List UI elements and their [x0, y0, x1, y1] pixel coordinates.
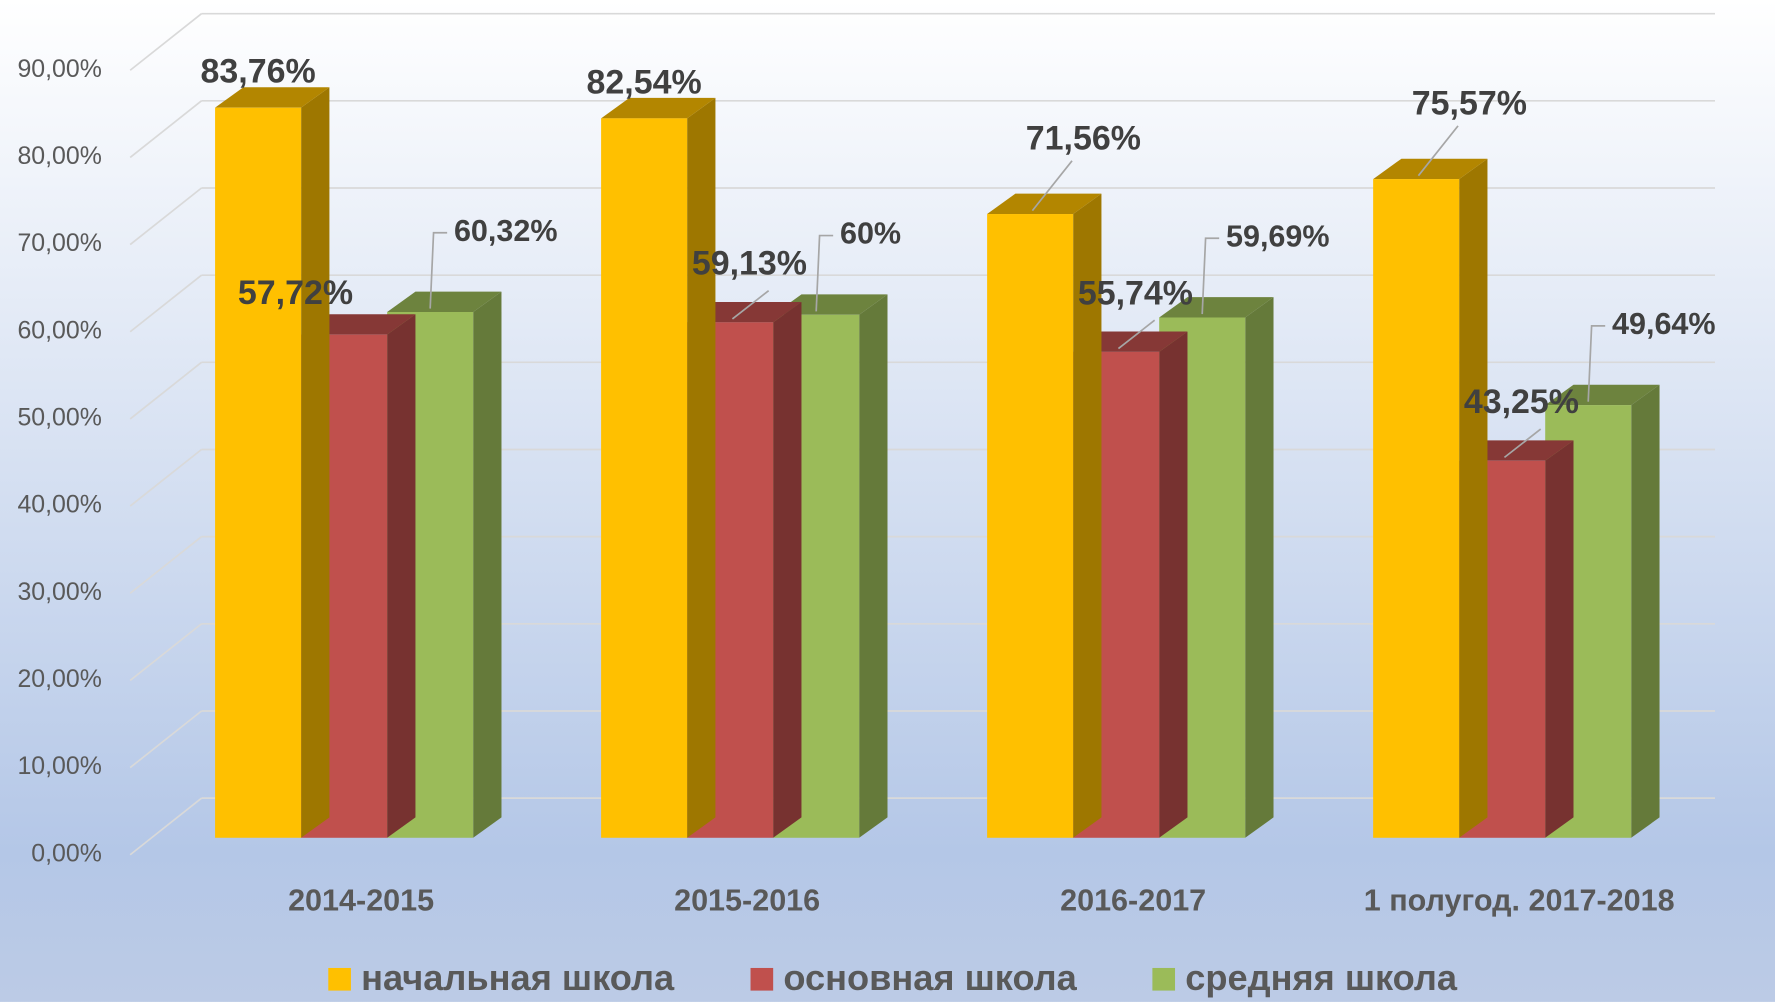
y-tick-label: 60,00% [17, 316, 101, 344]
bar-top [773, 294, 888, 315]
bar-side [687, 97, 716, 838]
data-label: 55,74% [1078, 274, 1193, 312]
leader-line [429, 231, 448, 309]
legend-swatch [750, 967, 774, 991]
legend-label: средняя школа [1185, 957, 1458, 998]
grid-line [129, 710, 203, 769]
bar-top [1459, 440, 1574, 461]
grid-line [129, 100, 203, 159]
y-tick-label: 10,00% [17, 752, 101, 780]
legend-swatch [1152, 967, 1176, 991]
bar-side [859, 294, 888, 838]
grid-line [129, 274, 203, 333]
bar-top [987, 193, 1102, 215]
bar-side [301, 87, 330, 838]
bar-side [1631, 384, 1660, 838]
grid-line [129, 797, 203, 856]
y-tick-label: 40,00% [17, 491, 101, 519]
grid-line [129, 13, 203, 71]
bar-top [687, 301, 802, 323]
x-tick-label: 2015-2016 [674, 883, 820, 917]
y-tick-label: 90,00% [17, 55, 101, 83]
bar-top [1159, 297, 1274, 318]
grid-line [129, 187, 203, 246]
data-label: 43,25% [1464, 383, 1579, 421]
bar-top [601, 97, 716, 119]
data-label: 59,13% [692, 245, 807, 283]
bar-side [1545, 440, 1574, 838]
leader-line [1201, 237, 1220, 315]
leader-line [1503, 428, 1542, 459]
data-label: 71,56% [1026, 119, 1141, 157]
bar [601, 118, 688, 838]
y-tick-label: 80,00% [17, 142, 101, 170]
legend-label: основная школа [783, 957, 1077, 998]
grid-line [129, 448, 203, 507]
x-tick-label: 1 полугод. 2017-2018 [1364, 883, 1675, 917]
y-tick-label: 20,00% [17, 665, 101, 693]
data-label: 49,64% [1612, 307, 1716, 341]
data-label: 75,57% [1412, 84, 1527, 122]
bar [215, 107, 302, 838]
grid-line [129, 361, 203, 420]
data-label: 82,54% [587, 63, 702, 101]
bar-top [1373, 158, 1488, 180]
y-tick-label: 0,00% [31, 839, 102, 867]
bar-top [301, 314, 416, 335]
x-tick-label: 2016-2017 [1060, 883, 1206, 917]
bar [987, 214, 1074, 838]
bar-side [1073, 193, 1102, 838]
leader-line [815, 234, 834, 312]
bar-top [387, 291, 502, 312]
legend-swatch [328, 967, 351, 991]
data-label: 59,69% [1226, 219, 1330, 253]
leader-line [1587, 324, 1606, 402]
leader-line [731, 290, 770, 320]
leader-line [1031, 160, 1073, 212]
data-label: 60,32% [454, 214, 558, 248]
leader-line [1117, 319, 1156, 350]
bar-side [1245, 297, 1274, 838]
y-tick-label: 70,00% [17, 229, 101, 257]
bar-top [215, 87, 330, 108]
data-label: 57,72% [238, 274, 353, 312]
data-label: 60% [840, 217, 901, 251]
bar-side [773, 301, 802, 838]
bar-side [1159, 331, 1188, 838]
grid-line [129, 535, 203, 594]
bar-side [473, 291, 502, 838]
leader-line [1417, 125, 1459, 177]
y-tick-label: 30,00% [17, 578, 101, 606]
x-tick-label: 2014-2015 [288, 883, 434, 917]
bar-side [1459, 158, 1488, 838]
y-tick-label: 50,00% [17, 404, 101, 432]
data-label: 83,76% [201, 53, 316, 91]
grid-line [129, 623, 203, 682]
bar [1373, 179, 1460, 838]
legend-label: начальная школа [361, 957, 675, 998]
bar-top [1545, 384, 1660, 406]
bar-side [387, 314, 416, 838]
bar-top [1073, 331, 1188, 352]
